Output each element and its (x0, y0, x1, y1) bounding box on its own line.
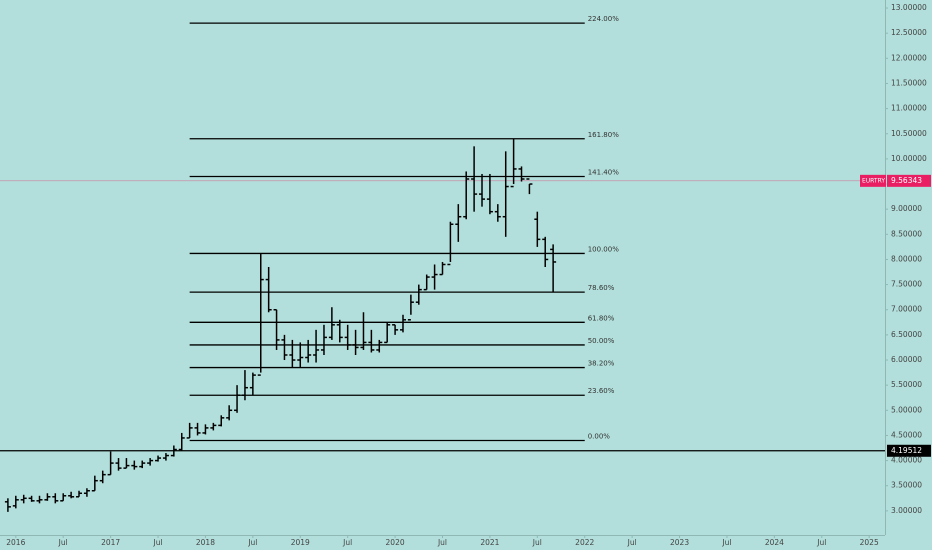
fib-label: 50.00% (588, 337, 615, 345)
y-tick-label: 4.50000 (891, 430, 922, 439)
fib-label: 0.00% (588, 432, 611, 440)
last-price-box (887, 174, 931, 187)
fib-label: 100.00% (588, 245, 619, 253)
x-tick-label: Jul (58, 538, 68, 547)
y-tick-label: 9.00000 (891, 204, 922, 213)
fib-label: 161.80% (588, 131, 619, 139)
y-tick-label: 8.00000 (891, 254, 922, 263)
y-tick-label: 13.00000 (891, 3, 927, 12)
x-tick-label: 2022 (575, 538, 594, 547)
y-tick-label: 4.00000 (891, 456, 922, 465)
fib-label: 141.40% (588, 168, 619, 176)
x-tick-label: 2016 (6, 538, 25, 547)
fib-label: 224.00% (588, 15, 619, 23)
y-tick-label: 3.50000 (891, 481, 922, 490)
fib-label: 78.60% (588, 284, 615, 292)
fib-label: 23.60% (588, 387, 615, 395)
y-tick-label: 10.50000 (891, 129, 927, 138)
fib-label: 38.20% (588, 360, 615, 368)
y-tick-label: 6.00000 (891, 355, 922, 364)
x-tick-label: 2018 (196, 538, 215, 547)
x-tick-label: Jul (816, 538, 826, 547)
x-tick-label: Jul (627, 538, 637, 547)
y-tick-label: 11.00000 (891, 104, 927, 113)
y-tick-label: 3.00000 (891, 506, 922, 515)
fib-label: 61.80% (588, 314, 615, 322)
symbol-label-box (860, 174, 886, 187)
x-tick-label: 2019 (291, 538, 310, 547)
y-tick-label: 6.50000 (891, 330, 922, 339)
y-tick-label: 7.00000 (891, 305, 922, 314)
x-tick-label: 2025 (860, 538, 879, 547)
y-tick-label: 8.50000 (891, 229, 922, 238)
x-tick-label: 2021 (480, 538, 499, 547)
x-tick-label: Jul (153, 538, 163, 547)
symbol-label: EURTRY (862, 177, 885, 184)
x-tick-label: Jul (247, 538, 257, 547)
y-tick-label: 5.50000 (891, 380, 922, 389)
y-tick-label: 12.00000 (891, 53, 927, 62)
x-tick-label: Jul (532, 538, 542, 547)
y-tick-label: 5.00000 (891, 405, 922, 414)
x-tick-label: Jul (342, 538, 352, 547)
y-tick-label: 7.50000 (891, 280, 922, 289)
hline-label: 4.19512 (891, 446, 922, 455)
x-tick-label: 2017 (101, 538, 120, 547)
last-price-label: 9.56343 (891, 176, 922, 185)
y-tick-label: 10.00000 (891, 154, 927, 163)
x-tick-label: Jul (721, 538, 731, 547)
x-tick-label: 2020 (386, 538, 405, 547)
x-tick-label: Jul (437, 538, 447, 547)
y-tick-label: 11.50000 (891, 78, 927, 87)
y-tick-label: 12.50000 (891, 28, 927, 37)
x-tick-label: 2023 (670, 538, 689, 547)
x-tick-label: 2024 (765, 538, 784, 547)
hline-label-box (887, 444, 931, 457)
